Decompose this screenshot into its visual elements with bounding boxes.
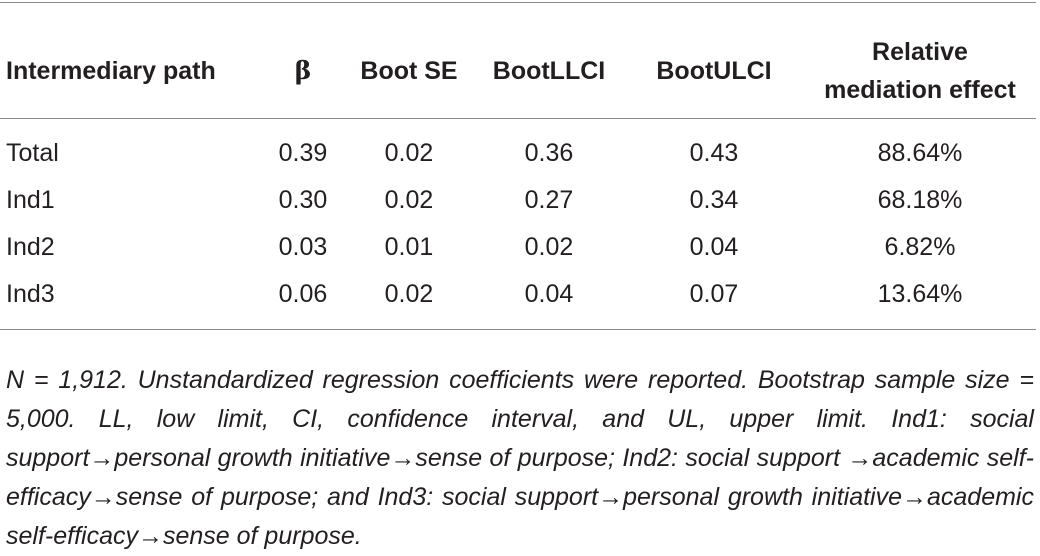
cell-boot-llci: 0.36 — [524, 139, 574, 167]
header-relative-line1: Relative — [872, 37, 968, 66]
cell-relative-effect: 13.64% — [877, 280, 963, 308]
table-header-rule — [0, 118, 1036, 119]
cell-beta: 0.39 — [278, 139, 328, 167]
cell-beta: 0.06 — [278, 280, 328, 308]
header-boot-llci: BootLLCI — [492, 56, 606, 85]
cell-boot-ulci: 0.07 — [689, 280, 739, 308]
mediation-results-table: Intermediary path β Boot SE BootLLCI Boo… — [0, 3, 1036, 318]
header-relative-mediation-effect: Relative mediation effect — [804, 3, 1036, 118]
cell-boot-llci: 0.04 — [524, 280, 574, 308]
cell-boot-ulci: 0.34 — [689, 186, 739, 214]
table-row-ind1: Ind1 0.30 0.02 0.27 0.34 68.18% — [0, 177, 1036, 224]
header-row: Intermediary path β Boot SE BootLLCI Boo… — [0, 3, 1036, 118]
header-boot-ulci: BootULCI — [656, 56, 772, 85]
table-top-rule — [0, 2, 1036, 3]
cell-boot-se: 0.02 — [384, 139, 434, 167]
cell-path: Ind1 — [6, 186, 55, 214]
cell-path: Ind3 — [6, 280, 55, 308]
cell-relative-effect: 68.18% — [877, 186, 963, 214]
table-bottom-rule — [0, 329, 1036, 330]
cell-boot-se: 0.02 — [384, 280, 434, 308]
cell-beta: 0.30 — [278, 186, 328, 214]
table-row-total: Total 0.39 0.02 0.36 0.43 88.64% — [0, 118, 1036, 177]
cell-boot-se: 0.02 — [384, 186, 434, 214]
header-intermediary-path: Intermediary path — [6, 56, 216, 85]
cell-path: Total — [6, 139, 59, 167]
header-relative-line2: mediation effect — [824, 75, 1016, 104]
header-beta: β — [294, 55, 312, 85]
cell-relative-effect: 6.82% — [884, 233, 956, 261]
cell-boot-ulci: 0.43 — [689, 139, 739, 167]
cell-beta: 0.03 — [278, 233, 328, 261]
cell-boot-ulci: 0.04 — [689, 233, 739, 261]
table-row-ind2: Ind2 0.03 0.01 0.02 0.04 6.82% — [0, 224, 1036, 271]
table-row-ind3: Ind3 0.06 0.02 0.04 0.07 13.64% — [0, 271, 1036, 318]
cell-boot-llci: 0.02 — [524, 233, 574, 261]
cell-relative-effect: 88.64% — [877, 139, 963, 167]
cell-path: Ind2 — [6, 233, 55, 261]
cell-boot-llci: 0.27 — [524, 186, 574, 214]
cell-boot-se: 0.01 — [384, 233, 434, 261]
header-boot-se: Boot SE — [360, 56, 458, 85]
